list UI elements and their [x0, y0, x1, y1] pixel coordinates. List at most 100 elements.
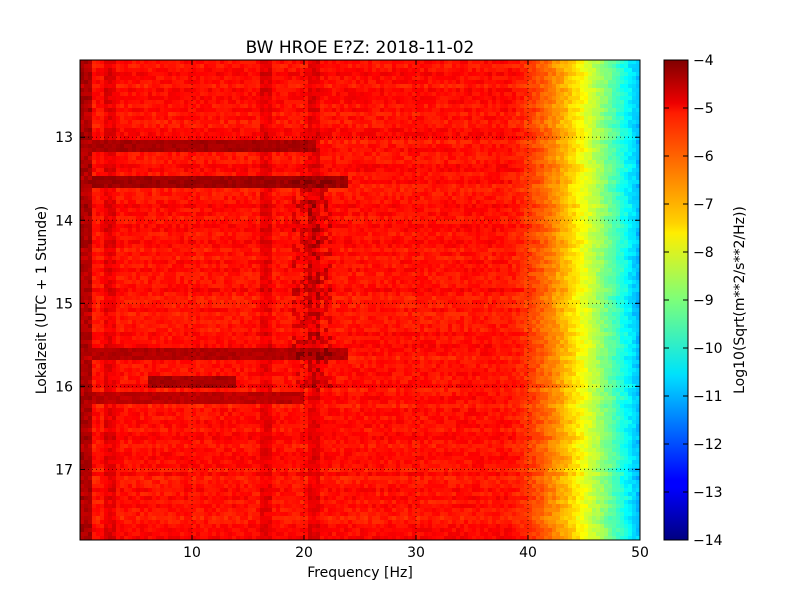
heatmap-cell: [272, 176, 277, 181]
heatmap-cell: [288, 120, 293, 125]
heatmap-cell: [308, 140, 313, 145]
heatmap-cell: [520, 164, 525, 169]
heatmap-cell: [300, 176, 305, 181]
heatmap-cell: [388, 80, 393, 85]
heatmap-cell: [176, 112, 181, 117]
heatmap-cell: [84, 108, 89, 113]
heatmap-cell: [456, 148, 461, 153]
heatmap-cell: [184, 76, 189, 81]
heatmap-cell: [188, 108, 193, 113]
heatmap-cell: [116, 196, 121, 201]
heatmap-cell: [144, 152, 149, 157]
heatmap-cell: [304, 168, 309, 173]
heatmap-cell: [496, 148, 501, 153]
heatmap-cell: [420, 192, 425, 197]
heatmap-cell: [524, 60, 529, 65]
heatmap-cell: [412, 96, 417, 101]
heatmap-cell: [428, 144, 433, 149]
heatmap-cell: [148, 156, 153, 161]
heatmap-cell: [564, 128, 569, 133]
heatmap-cell: [336, 72, 341, 77]
heatmap-cell: [548, 92, 553, 97]
heatmap-cell: [364, 184, 369, 189]
heatmap-cell: [316, 148, 321, 153]
heatmap-cell: [384, 72, 389, 77]
heatmap-cell: [192, 180, 197, 185]
heatmap-cell: [304, 188, 309, 193]
heatmap-cell: [152, 108, 157, 113]
heatmap-cell: [368, 184, 373, 189]
heatmap-cell: [440, 200, 445, 205]
heatmap-cell: [84, 72, 89, 77]
heatmap-cell: [236, 132, 241, 137]
heatmap-cell: [496, 104, 501, 109]
heatmap-cell: [256, 92, 261, 97]
heatmap-cell: [100, 148, 105, 153]
heatmap-cell: [456, 168, 461, 173]
heatmap-cell: [144, 188, 149, 193]
heatmap-cell: [360, 128, 365, 133]
heatmap-cell: [636, 188, 640, 193]
heatmap-cell: [568, 120, 573, 125]
heatmap-cell: [96, 108, 101, 113]
heatmap-cell: [532, 100, 537, 105]
heatmap-cell: [528, 176, 533, 181]
heatmap-cell: [92, 68, 97, 73]
heatmap-cell: [592, 80, 597, 85]
heatmap-cell: [388, 96, 393, 101]
heatmap-cell: [144, 112, 149, 117]
heatmap-cell: [428, 120, 433, 125]
heatmap-cell: [260, 120, 265, 125]
heatmap-cell: [608, 196, 613, 201]
heatmap-cell: [528, 60, 533, 65]
heatmap-cell: [188, 124, 193, 129]
heatmap-cell: [440, 124, 445, 129]
heatmap-cell: [152, 192, 157, 197]
heatmap-cell: [132, 180, 137, 185]
heatmap-cell: [444, 196, 449, 201]
heatmap-cell: [208, 120, 213, 125]
heatmap-cell: [140, 108, 145, 113]
heatmap-cell: [244, 152, 249, 157]
heatmap-cell: [624, 148, 629, 153]
heatmap-cell: [224, 192, 229, 197]
heatmap-cell: [268, 60, 273, 65]
heatmap-cell: [504, 76, 509, 81]
heatmap-cell: [240, 136, 245, 141]
heatmap-cell: [208, 84, 213, 89]
heatmap-cell: [500, 180, 505, 185]
heatmap-cell: [396, 164, 401, 169]
heatmap-cell: [160, 144, 165, 149]
heatmap-cell: [292, 112, 297, 117]
heatmap-cell: [320, 80, 325, 85]
heatmap-cell: [420, 100, 425, 105]
heatmap-cell: [480, 104, 485, 109]
heatmap-cell: [304, 124, 309, 129]
heatmap-cell: [176, 200, 181, 205]
heatmap-cell: [420, 200, 425, 205]
heatmap-cell: [280, 176, 285, 181]
heatmap-cell: [408, 188, 413, 193]
heatmap-cell: [320, 196, 325, 201]
heatmap-cell: [180, 80, 185, 85]
heatmap-cell: [304, 196, 309, 201]
heatmap-cell: [84, 76, 89, 81]
heatmap-cell: [580, 124, 585, 129]
heatmap-cell: [420, 164, 425, 169]
heatmap-cell: [508, 180, 513, 185]
heatmap-cell: [556, 164, 561, 169]
heatmap-cell: [172, 92, 177, 97]
heatmap-cell: [380, 148, 385, 153]
heatmap-cell: [208, 156, 213, 161]
heatmap-cell: [92, 64, 97, 69]
heatmap-cell: [420, 60, 425, 65]
heatmap-cell: [80, 192, 85, 197]
heatmap-cell: [404, 152, 409, 157]
heatmap-cell: [552, 144, 557, 149]
heatmap-cell: [148, 192, 153, 197]
heatmap-cell: [128, 184, 133, 189]
heatmap-cell: [312, 188, 317, 193]
heatmap-cell: [196, 128, 201, 133]
heatmap-cell: [268, 72, 273, 77]
heatmap-cell: [260, 104, 265, 109]
